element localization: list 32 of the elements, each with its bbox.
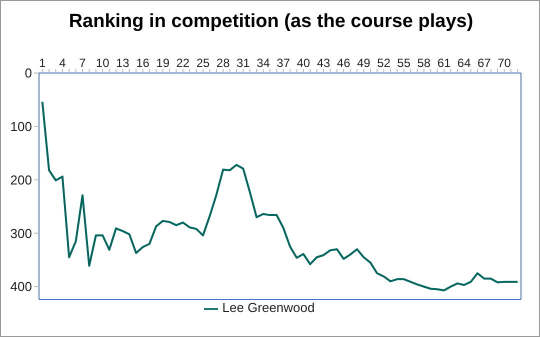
x-tick-label: 40: [296, 56, 310, 70]
y-tick-label: 200: [10, 172, 32, 188]
x-tick-label: 55: [397, 56, 411, 70]
x-tick-label: 31: [236, 56, 250, 70]
x-tick-label: 52: [377, 56, 391, 70]
x-tick-label: 10: [96, 56, 110, 70]
x-tick-label: 49: [357, 56, 371, 70]
x-tick-label: 1: [39, 56, 46, 70]
line-series: [41, 100, 519, 292]
x-tick-label: 4: [59, 56, 66, 70]
x-tick-label: 13: [116, 56, 130, 70]
x-tick-label: 37: [276, 56, 290, 70]
x-tick-label: 61: [437, 56, 452, 70]
x-tick-label: 7: [79, 56, 86, 70]
x-tick-label: 43: [316, 56, 331, 70]
x-tick-label: 70: [498, 56, 512, 70]
legend-label: Lee Greenwood: [222, 300, 315, 316]
x-tick-label: 25: [196, 56, 210, 70]
x-tick-label: 46: [336, 56, 351, 70]
x-tick-label: 28: [216, 56, 230, 70]
y-tick-label: 400: [10, 279, 32, 294]
x-tick-label: 67: [478, 56, 492, 70]
y-tick-label: 100: [10, 119, 32, 134]
x-tick-label: 58: [417, 56, 431, 70]
y-tick-label: 0: [24, 66, 32, 81]
x-tick-label: 22: [176, 56, 190, 70]
chart-title: Ranking in competition (as the course plays): [68, 11, 474, 33]
y-tick-label: 300: [10, 226, 32, 241]
x-tick-label: 64: [457, 56, 472, 70]
x-tick-label: 19: [156, 56, 170, 70]
x-tick-label: 16: [136, 56, 150, 70]
x-tick-label: 34: [256, 56, 270, 70]
